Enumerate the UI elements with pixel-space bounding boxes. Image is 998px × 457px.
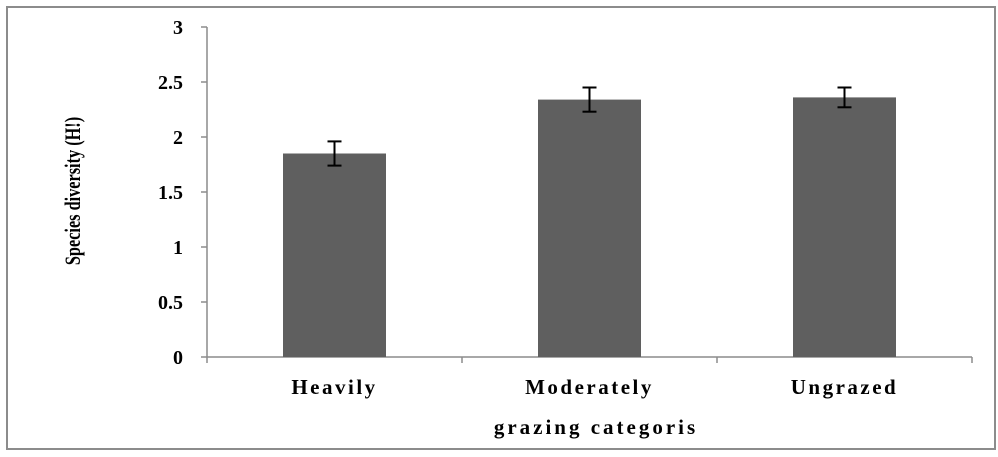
y-tick-label: 2.5 (158, 72, 183, 94)
x-tick-label: Heavily (291, 375, 377, 399)
bars (283, 97, 896, 358)
y-tick-label: 1 (173, 237, 183, 259)
error-bars (327, 86, 852, 167)
y-tick-label: 0.5 (158, 292, 183, 314)
y-tick-label: 0 (173, 347, 183, 369)
x-tick-label: Moderately (525, 375, 654, 399)
y-axis: 0 0.5 1 1.5 2 2.5 3 (158, 17, 208, 369)
x-axis-label: grazing categoris (494, 415, 698, 439)
bar (793, 97, 896, 358)
x-axis: Heavily Moderately Ungrazed (206, 356, 973, 399)
y-tick-label: 2 (173, 127, 183, 149)
y-tick-label: 1.5 (158, 182, 183, 204)
chart-frame (6, 6, 996, 450)
x-tick-label: Ungrazed (791, 375, 899, 399)
bar (538, 99, 641, 357)
y-axis-label: Species diversity (H!) (62, 117, 86, 265)
bar (283, 153, 386, 357)
y-tick-label: 3 (173, 17, 183, 39)
